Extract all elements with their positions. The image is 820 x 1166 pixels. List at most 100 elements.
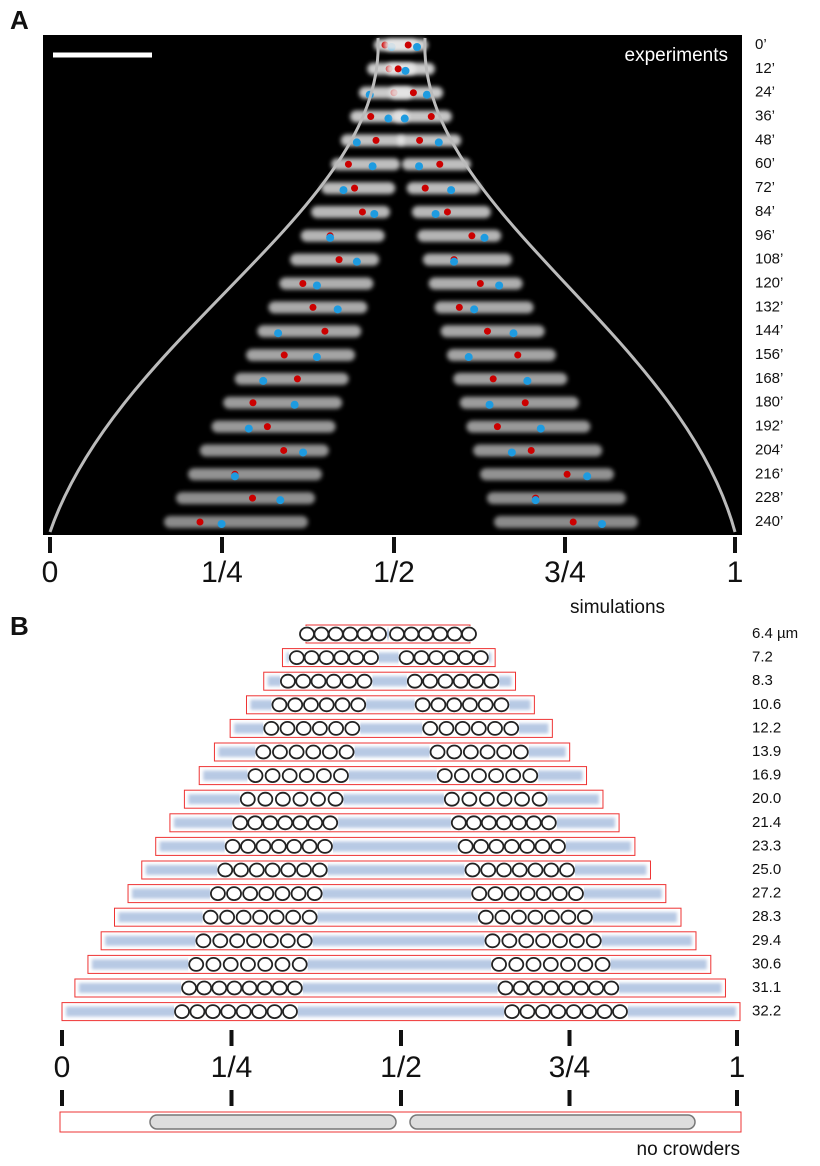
- axis-label: 1/2: [380, 1051, 422, 1084]
- marker-red: [514, 352, 521, 359]
- marker-blue: [245, 425, 253, 433]
- marker-blue: [326, 234, 334, 242]
- marker-blue: [401, 115, 409, 123]
- length-label: 29.4: [752, 932, 781, 949]
- marker-blue: [470, 305, 478, 313]
- marker-blue: [537, 425, 545, 433]
- cell: [423, 254, 512, 266]
- crowder-band: [79, 983, 722, 993]
- cell: [447, 349, 556, 361]
- marker-red: [197, 519, 204, 526]
- marker-red: [359, 208, 366, 215]
- length-label: 6.4 µm: [752, 625, 798, 642]
- cell: [410, 1115, 695, 1129]
- marker-blue: [370, 210, 378, 218]
- marker-red: [416, 137, 423, 144]
- marker-red: [280, 447, 287, 454]
- length-label: 8.3: [752, 672, 773, 689]
- marker-red: [494, 423, 501, 430]
- cell: [441, 325, 545, 337]
- cell: [311, 206, 390, 218]
- axis-label: 1/4: [211, 1051, 253, 1084]
- time-label: 156’: [755, 346, 783, 363]
- marker-red: [249, 399, 256, 406]
- marker-red: [299, 280, 306, 287]
- marker-red: [410, 89, 417, 96]
- marker-red: [436, 161, 443, 168]
- cell: [188, 468, 322, 480]
- cell: [429, 278, 523, 290]
- length-label: 10.6: [752, 696, 781, 713]
- time-label: 48’: [755, 131, 775, 148]
- marker-blue: [413, 43, 421, 51]
- marker-blue: [231, 472, 239, 480]
- marker-blue: [276, 496, 284, 504]
- length-label: 31.1: [752, 979, 781, 996]
- marker-blue: [532, 496, 540, 504]
- marker-blue: [432, 210, 440, 218]
- marker-blue: [274, 329, 282, 337]
- marker-red: [456, 304, 463, 311]
- cell: [321, 182, 395, 194]
- marker-red: [468, 232, 475, 239]
- axis-label: 3/4: [549, 1051, 591, 1084]
- length-label: 7.2: [752, 649, 773, 666]
- length-label: 21.4: [752, 814, 781, 831]
- figure: A experiments B simulations no crowders …: [0, 0, 820, 1161]
- cell: [417, 230, 501, 242]
- marker-blue: [435, 138, 443, 146]
- micrograph: [43, 35, 742, 535]
- time-label: 108’: [755, 251, 783, 268]
- marker-red: [351, 185, 358, 192]
- marker-blue: [353, 258, 361, 266]
- marker-red: [428, 113, 435, 120]
- length-label: 23.3: [752, 837, 781, 854]
- marker-blue: [480, 234, 488, 242]
- marker-blue: [353, 138, 361, 146]
- axis-label: 1: [727, 556, 744, 589]
- marker-blue: [508, 448, 516, 456]
- length-label: 30.6: [752, 955, 781, 972]
- marker-red: [528, 447, 535, 454]
- time-label: 240’: [755, 513, 783, 530]
- marker-red: [264, 423, 271, 430]
- marker-blue: [313, 353, 321, 361]
- marker-red: [345, 161, 352, 168]
- marker-red: [490, 375, 497, 382]
- cell: [473, 444, 602, 456]
- panel-title: simulations: [570, 597, 665, 618]
- cell: [200, 444, 329, 456]
- marker-red: [294, 375, 301, 382]
- marker-blue: [486, 401, 494, 409]
- crowder-band: [105, 936, 692, 946]
- cell: [460, 397, 579, 409]
- cell: [150, 1115, 396, 1129]
- marker-blue: [339, 186, 347, 194]
- marker-red: [444, 208, 451, 215]
- cell: [453, 373, 567, 385]
- axis-label: 3/4: [544, 556, 586, 589]
- marker-red: [564, 471, 571, 478]
- time-label: 84’: [755, 203, 775, 220]
- cell: [480, 468, 614, 480]
- cell: [164, 516, 308, 528]
- marker-blue: [465, 353, 473, 361]
- cell: [257, 325, 361, 337]
- axis-label: 1: [729, 1051, 746, 1084]
- marker-red: [367, 113, 374, 120]
- length-label: 28.3: [752, 908, 781, 925]
- length-label: 20.0: [752, 790, 781, 807]
- cell: [487, 492, 626, 504]
- time-label: 144’: [755, 322, 783, 339]
- cell: [212, 421, 336, 433]
- marker-red: [309, 304, 316, 311]
- marker-blue: [447, 186, 455, 194]
- axis-label: 1/2: [373, 556, 415, 589]
- time-label: 204’: [755, 441, 783, 458]
- marker-blue: [598, 520, 606, 528]
- marker-red: [249, 495, 256, 502]
- cell: [435, 301, 534, 313]
- marker-blue: [218, 520, 226, 528]
- length-label: 16.9: [752, 767, 781, 784]
- marker-red: [321, 328, 328, 335]
